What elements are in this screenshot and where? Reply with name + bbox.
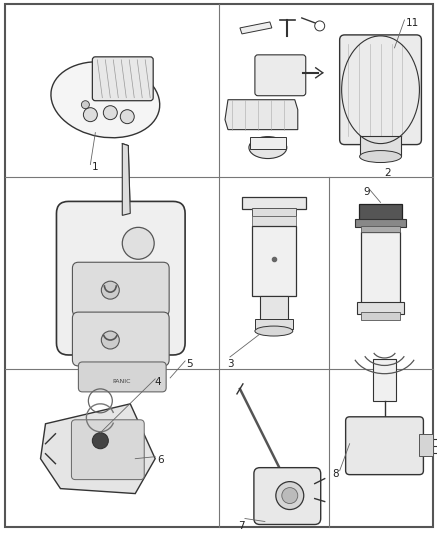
Polygon shape: [40, 404, 155, 494]
Circle shape: [103, 106, 117, 119]
Polygon shape: [240, 22, 272, 34]
Circle shape: [282, 488, 298, 504]
Text: PANIC: PANIC: [112, 379, 131, 384]
FancyBboxPatch shape: [254, 467, 321, 524]
FancyBboxPatch shape: [346, 417, 424, 474]
Text: 8: 8: [333, 469, 339, 479]
Circle shape: [120, 110, 134, 124]
Bar: [360, 227, 400, 232]
Text: 2: 2: [385, 167, 391, 177]
Circle shape: [92, 433, 108, 449]
Text: 11: 11: [406, 18, 419, 28]
Bar: [360, 232, 400, 304]
Bar: [252, 208, 296, 216]
Text: 6: 6: [157, 455, 164, 465]
Bar: [373, 359, 396, 401]
Ellipse shape: [255, 326, 293, 336]
Circle shape: [276, 482, 304, 510]
Circle shape: [83, 108, 97, 122]
Bar: [360, 135, 402, 156]
FancyBboxPatch shape: [72, 312, 169, 366]
FancyBboxPatch shape: [92, 57, 153, 101]
Bar: [260, 296, 288, 321]
Circle shape: [101, 281, 119, 299]
Ellipse shape: [360, 150, 402, 163]
Bar: [255, 319, 293, 329]
Bar: [420, 434, 433, 456]
Bar: [357, 302, 404, 314]
Polygon shape: [225, 100, 298, 130]
Bar: [250, 136, 286, 149]
FancyBboxPatch shape: [78, 362, 166, 392]
FancyBboxPatch shape: [339, 35, 421, 144]
Bar: [355, 220, 406, 228]
FancyBboxPatch shape: [72, 262, 169, 316]
FancyBboxPatch shape: [71, 420, 144, 480]
Polygon shape: [122, 143, 130, 215]
Text: 7: 7: [238, 521, 244, 530]
Bar: [360, 312, 400, 320]
Text: 3: 3: [227, 359, 233, 369]
Circle shape: [315, 21, 325, 31]
Bar: [252, 227, 296, 296]
Circle shape: [122, 228, 154, 259]
Text: 1: 1: [92, 161, 98, 172]
Bar: [359, 205, 403, 220]
Circle shape: [81, 101, 89, 109]
Ellipse shape: [51, 62, 160, 138]
FancyBboxPatch shape: [255, 55, 306, 96]
Text: 5: 5: [186, 359, 193, 369]
Circle shape: [101, 331, 119, 349]
Ellipse shape: [249, 136, 287, 158]
Bar: [252, 216, 296, 227]
Text: 9: 9: [364, 188, 370, 197]
Text: 4: 4: [154, 377, 161, 387]
Bar: [242, 197, 306, 209]
FancyBboxPatch shape: [57, 201, 185, 355]
